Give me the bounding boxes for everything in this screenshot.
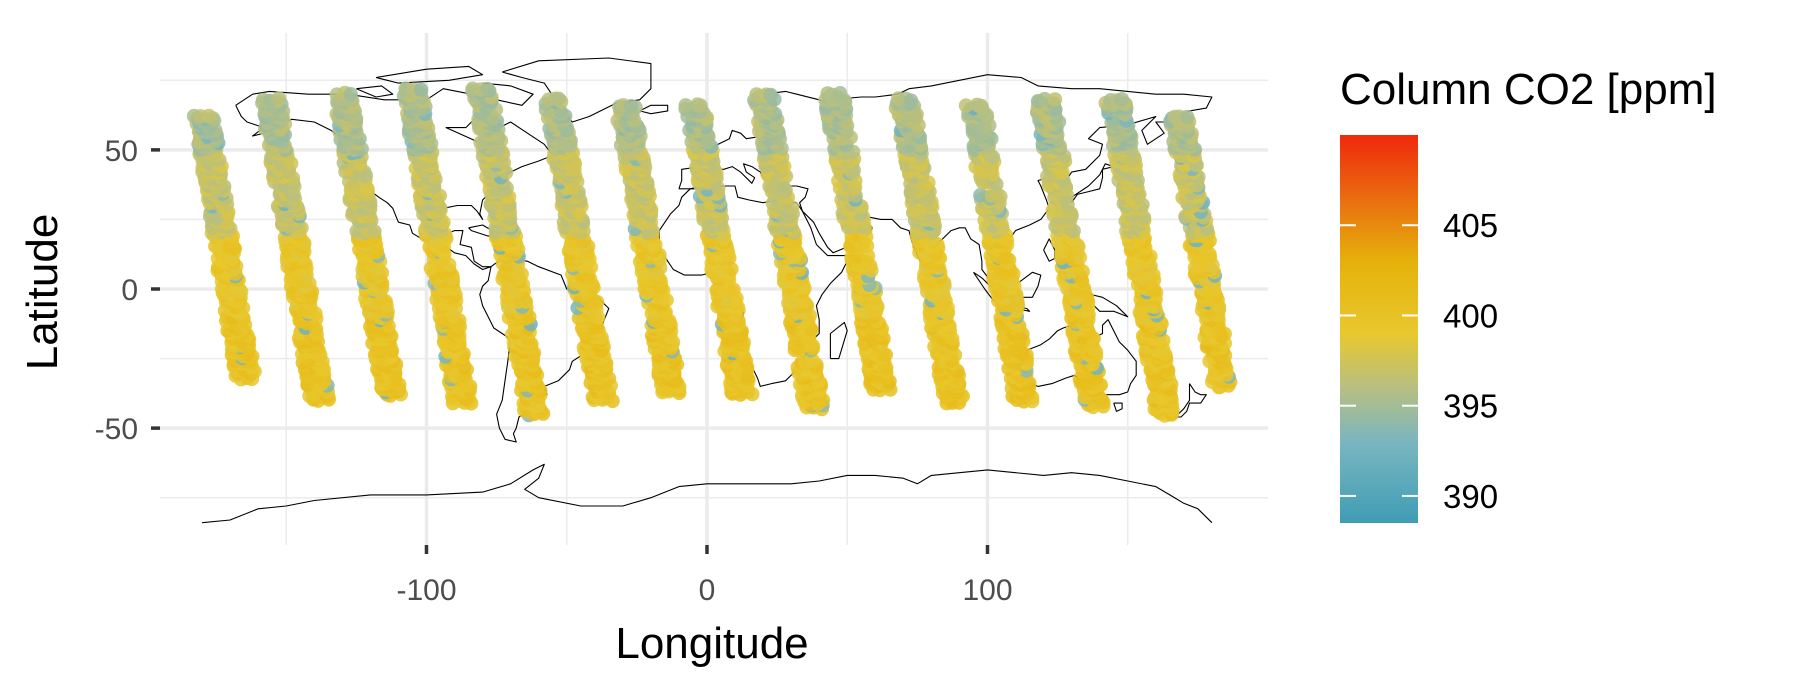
legend-tick-label: 405 — [1443, 207, 1498, 244]
co2-data-points — [186, 81, 1238, 423]
legend-tick-label: 390 — [1443, 478, 1498, 515]
x-tick-label: -100 — [396, 574, 456, 607]
data-point — [832, 86, 848, 101]
color-legend: Column CO2 [ppm] 390 395 400 405 — [1340, 65, 1717, 523]
y-tick-label: -50 — [95, 413, 138, 446]
data-point — [551, 91, 566, 107]
data-point — [480, 81, 495, 97]
coastline — [658, 185, 851, 387]
coastline — [829, 321, 848, 360]
coastline — [1174, 383, 1207, 418]
data-point — [1114, 92, 1130, 107]
data-point — [903, 93, 919, 108]
data-point — [271, 91, 287, 106]
data-point — [763, 87, 778, 103]
coastline — [502, 57, 652, 123]
legend-title: Column CO2 [ppm] — [1340, 65, 1717, 114]
coastline — [1071, 163, 1115, 204]
data-point — [1180, 109, 1195, 125]
data-point — [678, 98, 693, 113]
data-point — [693, 98, 708, 113]
legend-tick-label: 395 — [1443, 388, 1498, 425]
coastline — [678, 74, 1213, 287]
data-point — [973, 98, 989, 114]
data-point — [343, 87, 358, 102]
y-tick-label: 50 — [105, 135, 138, 168]
coastline — [356, 85, 394, 98]
x-tick-label: 100 — [962, 574, 1012, 607]
coastline — [375, 65, 484, 84]
y-axis-title: Latitude — [18, 214, 67, 371]
data-point — [1047, 92, 1063, 107]
legend-colorbar — [1340, 135, 1418, 523]
data-point — [623, 98, 639, 114]
coastline — [639, 104, 669, 115]
coastline — [202, 463, 1213, 524]
x-axis-title: Longitude — [615, 619, 808, 668]
legend-tick-label: 400 — [1443, 297, 1498, 334]
x-tick-label: 0 — [699, 574, 716, 607]
data-point — [414, 82, 429, 98]
coastline — [1113, 402, 1123, 412]
y-tick-label: 0 — [121, 274, 138, 307]
data-point — [201, 108, 216, 124]
